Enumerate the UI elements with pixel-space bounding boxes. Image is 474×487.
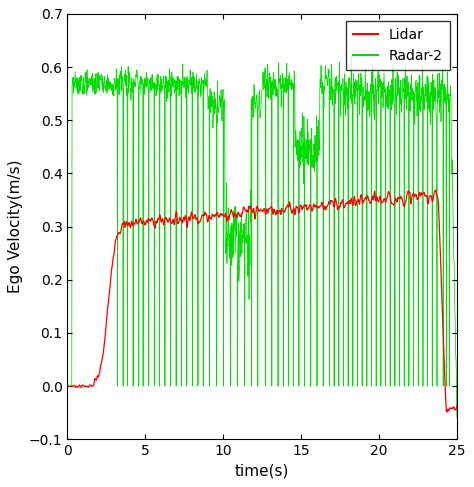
Legend: Lidar, Radar-2: Lidar, Radar-2: [346, 21, 450, 70]
Y-axis label: Ego Velocity(m/s): Ego Velocity(m/s): [9, 160, 23, 293]
X-axis label: time(s): time(s): [235, 464, 289, 479]
